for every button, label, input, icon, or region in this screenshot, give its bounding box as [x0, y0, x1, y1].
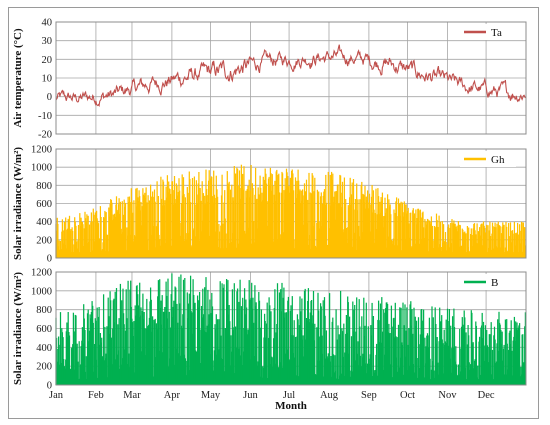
x-tick-label: May — [201, 390, 221, 401]
y-tick-label: 600 — [36, 324, 52, 335]
x-tick-label: Jul — [283, 390, 295, 401]
legend-box — [460, 24, 516, 40]
legend-label: Ta — [491, 27, 502, 39]
x-axis-title: Month — [275, 400, 307, 412]
y-axis-title: Air temperature (°C) — [12, 28, 24, 128]
x-tick-label: Nov — [438, 390, 457, 401]
x-tick-label: Oct — [400, 390, 415, 401]
legend-label: Gh — [491, 154, 505, 166]
plot-border — [55, 148, 527, 259]
y-tick-label: 400 — [36, 343, 52, 354]
x-tick-label: Feb — [88, 390, 104, 401]
chart-svg: 40 30 20 10 0 -10 -20 Air temperature (°C) Ta 120… — [12, 18, 527, 412]
series-baseline — [56, 252, 526, 258]
y-tick-label: 10 — [42, 74, 53, 85]
x-tick-label: Mar — [123, 390, 141, 401]
y-tick-label: 1200 — [31, 145, 52, 156]
x-tick-label: Aug — [320, 390, 339, 401]
chart-figure: 40 30 20 10 0 -10 -20 Air temperature (°C) Ta 120… — [8, 7, 539, 419]
x-tick-label: Apr — [164, 390, 181, 401]
x-tick-label: Jun — [243, 390, 258, 401]
y-tick-label: 1200 — [31, 268, 52, 279]
y-tick-label: 800 — [36, 305, 52, 316]
y-tick-label: 0 — [47, 92, 52, 103]
y-tick-label: 1000 — [31, 286, 52, 297]
y-tick-label: 0 — [47, 254, 52, 265]
series-line-ta — [55, 44, 526, 108]
y-tick-label: -10 — [38, 111, 52, 122]
y-tick-label: 400 — [36, 217, 52, 228]
y-tick-label: 0 — [47, 381, 52, 392]
plot-border — [55, 271, 527, 386]
x-tick-label: Dec — [478, 390, 495, 401]
plot-border — [55, 21, 527, 135]
x-tick-label: Sep — [361, 390, 377, 401]
series-bars-gh — [55, 164, 527, 258]
legend-label: B — [491, 277, 498, 289]
y-tick-label: 600 — [36, 199, 52, 210]
y-tick-label: 200 — [36, 362, 52, 373]
y-tick-label: 1000 — [31, 163, 52, 174]
y-axis-title: Solar irradiance (W/m²) — [12, 147, 24, 260]
y-tick-label: 20 — [42, 55, 53, 66]
y-tick-label: 200 — [36, 235, 52, 246]
series-bars-b — [55, 273, 527, 385]
y-axis-title: Solar irradiance (W/m²) — [12, 272, 24, 385]
y-tick-label: 30 — [42, 36, 53, 47]
y-tick-label: -20 — [38, 130, 52, 141]
y-tick-label: 40 — [42, 18, 53, 29]
y-tick-label: 800 — [36, 181, 52, 192]
legend-box — [460, 274, 516, 290]
series-baseline — [56, 379, 526, 385]
x-tick-label: Jan — [49, 390, 64, 401]
legend-box — [460, 151, 516, 167]
